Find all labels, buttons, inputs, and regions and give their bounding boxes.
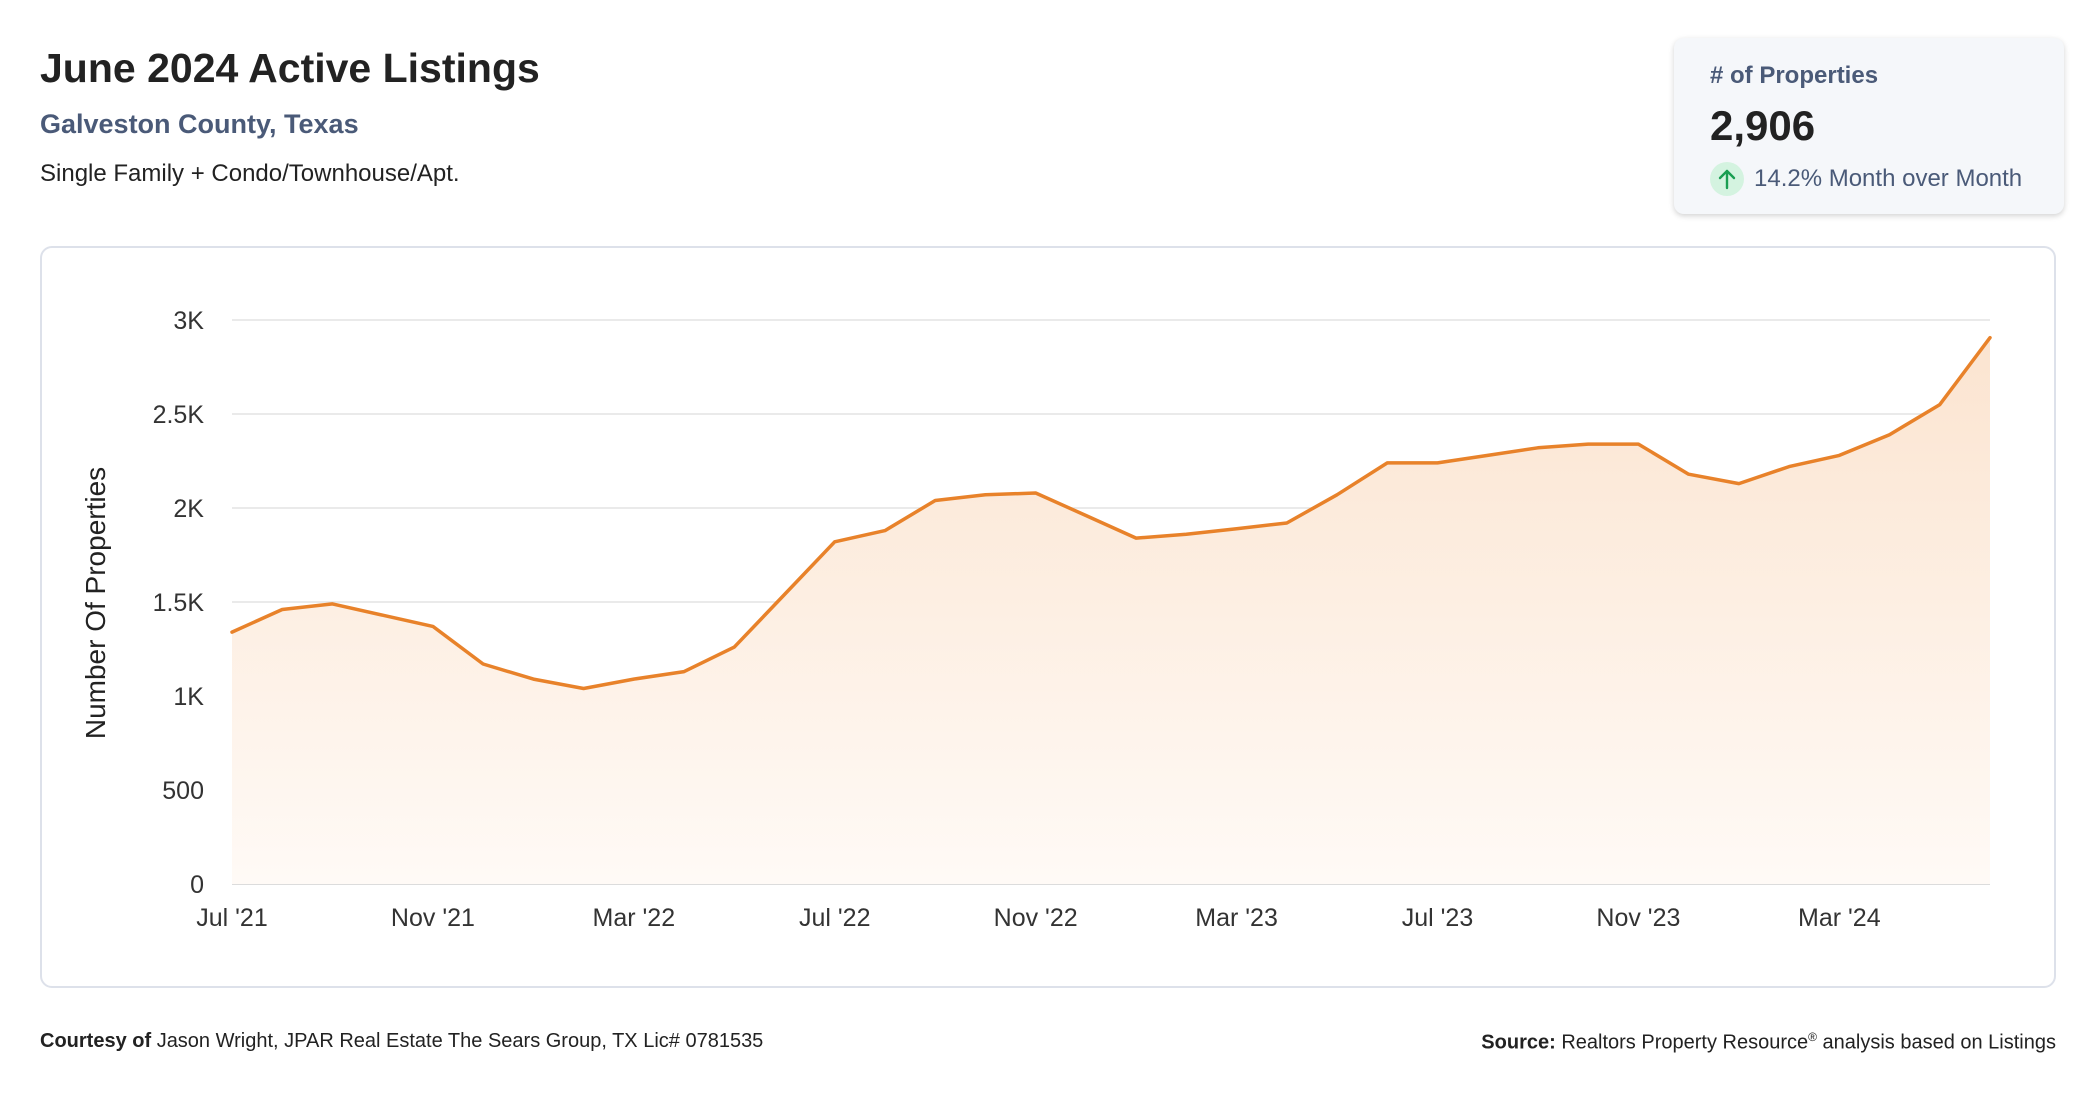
x-tick-label: Jul '21 (196, 904, 267, 932)
courtesy-text: Jason Wright, JPAR Real Estate The Sears… (156, 1030, 764, 1052)
x-tick-label: Jul '22 (799, 904, 870, 932)
x-tick-label: Nov '21 (391, 904, 475, 932)
arrow-up-icon (1710, 162, 1744, 196)
active-listings-chart: 0 500 1K 1.5K 2K 2.5K 3K Jul '21 Nov '21 Mar '22… (80, 307, 1992, 932)
kpi-change: 14.2% Month over Month (1710, 162, 2064, 196)
y-tick-label: 2.5K (153, 401, 205, 429)
x-tick-label: Mar '22 (593, 904, 676, 932)
source-text-2: analysis based on Listings (1822, 1031, 2056, 1054)
series-line (230, 335, 1992, 691)
x-tick-label: Nov '22 (994, 904, 1078, 932)
registered-mark: ® (1808, 1030, 1817, 1044)
x-tick-label: Mar '23 (1195, 904, 1278, 932)
location-subtitle: Galveston County, Texas (40, 109, 359, 139)
source-label: Source: (1481, 1031, 1556, 1054)
y-tick-label: 500 (162, 777, 204, 805)
x-tick-label: Nov '23 (1596, 904, 1680, 932)
y-tick-label: 0 (190, 871, 204, 899)
y-tick-label: 3K (173, 307, 204, 335)
kpi-change-text: 14.2% Month over Month (1754, 165, 2023, 192)
y-tick-label: 2K (173, 495, 204, 523)
kpi-label: # of Properties (1710, 62, 1879, 89)
y-axis-label: Number Of Properties (80, 467, 111, 739)
source-footer: Source: Realtors Property Resource® anal… (1481, 1030, 2056, 1055)
property-type-description: Single Family + Condo/Townhouse/Apt. (40, 160, 460, 187)
y-tick-label: 1.5K (153, 589, 205, 617)
kpi-card: # of Properties 2,906 14.2% Month over M… (1674, 38, 2064, 214)
kpi-value: 2,906 (1710, 102, 1816, 149)
x-tick-label: Mar '24 (1798, 904, 1881, 932)
courtesy-footer: Courtesy of Jason Wright, JPAR Real Esta… (40, 1030, 763, 1053)
area-fill (232, 337, 1990, 884)
source-text-1: Realtors Property Resource (1561, 1031, 1809, 1054)
page-title: June 2024 Active Listings (40, 45, 540, 91)
y-tick-label: 1K (173, 683, 204, 711)
chart-card: 0 500 1K 1.5K 2K 2.5K 3K Jul '21 Nov '21 Mar '22… (40, 246, 2056, 988)
x-tick-label: Jul '23 (1402, 904, 1473, 932)
courtesy-label: Courtesy of (40, 1030, 152, 1052)
